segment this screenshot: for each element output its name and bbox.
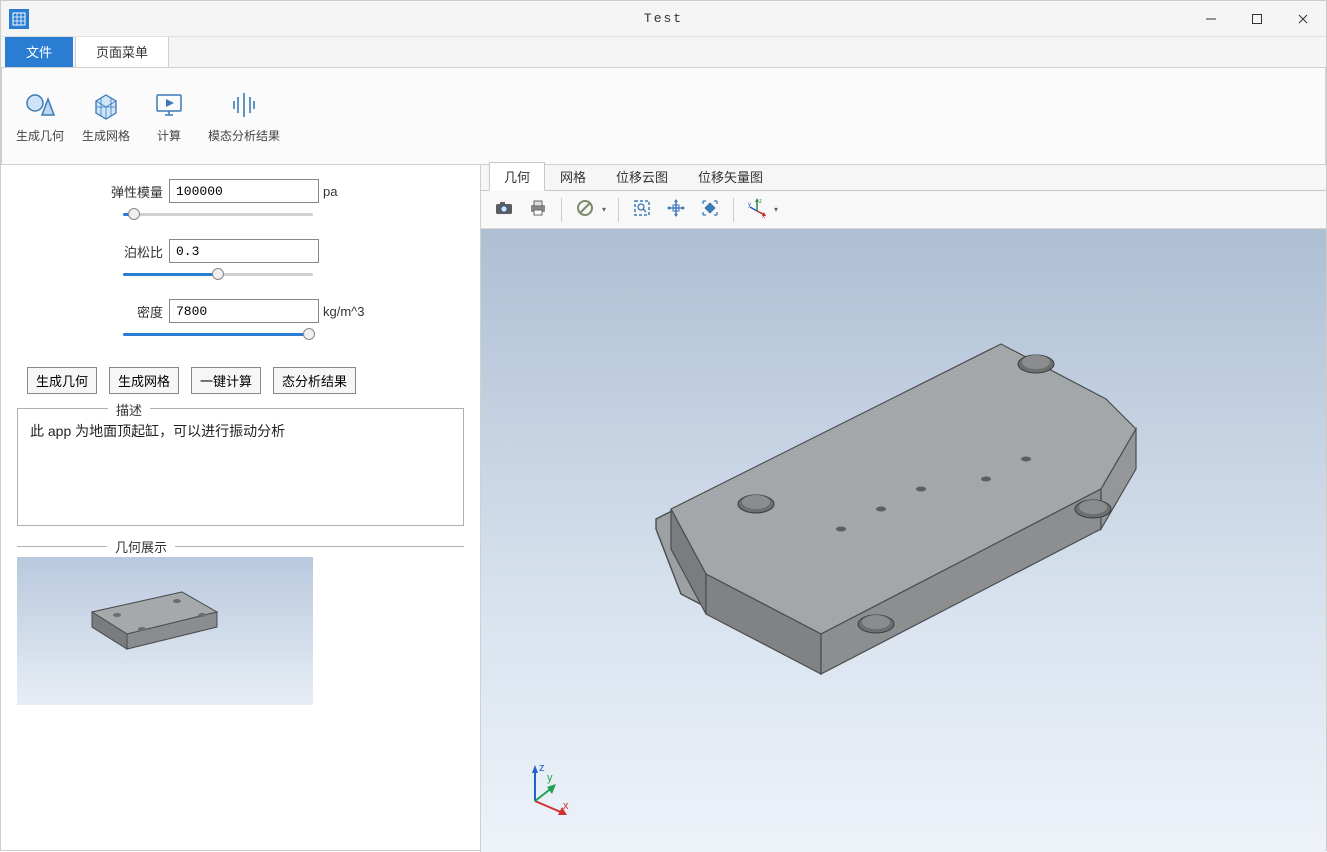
svg-text:x: x <box>762 214 765 219</box>
ribbon-generate-mesh[interactable]: 生成网格 <box>80 74 132 158</box>
geometry-preview-viewport[interactable] <box>17 557 313 705</box>
poisson-ratio-input[interactable] <box>169 239 319 263</box>
fit-view-button[interactable] <box>695 195 725 225</box>
printer-icon <box>528 198 548 221</box>
param-row-density: 密度 kg/m^3 <box>13 299 468 323</box>
dropdown-caret-icon[interactable]: ▾ <box>774 205 778 214</box>
svg-text:z: z <box>759 199 762 205</box>
print-button[interactable] <box>523 195 553 225</box>
slider-row <box>13 267 468 281</box>
menu-tab-page-menu[interactable]: 页面菜单 <box>75 35 169 67</box>
ribbon-compute[interactable]: 计算 <box>146 74 192 158</box>
dropdown-caret-icon[interactable]: ▾ <box>602 205 606 214</box>
param-unit: pa <box>323 184 337 199</box>
description-text: 此 app 为地面顶起缸，可以进行振动分析 <box>26 417 455 517</box>
fieldset-legend: 描述 <box>108 400 150 419</box>
y-axis-label: y <box>547 772 553 784</box>
fieldset-legend: 几何展示 <box>107 537 175 556</box>
menu-tabs: 文件 页面菜单 <box>1 37 1326 67</box>
zoom-box-icon <box>632 198 652 221</box>
ribbon-label: 生成几何 <box>16 127 64 144</box>
axis-orientation-button[interactable]: z x y <box>742 195 772 225</box>
no-entry-icon <box>575 198 595 221</box>
vibration-icon <box>228 89 260 121</box>
fit-screen-icon <box>700 198 720 221</box>
xyz-axis-icon: z x y <box>746 197 768 222</box>
slider-row <box>13 327 468 341</box>
sphere-cone-icon <box>24 89 56 121</box>
ribbon-group: 生成几何 生成网格 计算 模态分析结果 <box>14 74 296 158</box>
maximize-button[interactable] <box>1234 1 1280 37</box>
x-axis-label: x <box>563 800 569 812</box>
toolbar-separator <box>561 198 562 222</box>
work-area: 弹性模量 pa 泊松比 密度 kg/m^3 <box>1 165 1326 852</box>
view-tab-geometry[interactable]: 几何 <box>489 162 545 191</box>
z-axis-label: z <box>539 762 545 774</box>
param-label: 泊松比 <box>103 242 163 261</box>
pan-button[interactable] <box>661 195 691 225</box>
toolbar-separator <box>618 198 619 222</box>
zoom-window-button[interactable] <box>627 195 657 225</box>
axis-triad: z x y <box>515 759 575 822</box>
generate-geometry-button[interactable]: 生成几何 <box>27 367 97 394</box>
modal-result-button[interactable]: 态分析结果 <box>273 367 356 394</box>
elastic-modulus-slider[interactable] <box>123 207 313 221</box>
app-icon <box>9 9 29 29</box>
elastic-modulus-input[interactable] <box>169 179 319 203</box>
view-tab-displacement-vector[interactable]: 位移矢量图 <box>683 162 778 190</box>
no-entry-button[interactable] <box>570 195 600 225</box>
density-input[interactable] <box>169 299 319 323</box>
ribbon-modal-result[interactable]: 模态分析结果 <box>206 74 282 158</box>
view-toolbar: ▾ z x y ▾ <box>481 191 1326 229</box>
toolbar-separator <box>733 198 734 222</box>
parameter-panel: 弹性模量 pa 泊松比 密度 kg/m^3 <box>1 165 481 852</box>
one-key-compute-button[interactable]: 一键计算 <box>191 367 261 394</box>
ribbon-toolbar: 生成几何 生成网格 计算 模态分析结果 <box>1 67 1326 165</box>
geometry-preview-fieldset: 几何展示 <box>17 546 464 705</box>
viewer-panel: 几何 网格 位移云图 位移矢量图 ▾ z x y ▾ <box>481 165 1326 852</box>
ribbon-generate-geometry[interactable]: 生成几何 <box>14 74 66 158</box>
move-arrows-icon <box>666 198 686 221</box>
action-buttons: 生成几何 生成网格 一键计算 态分析结果 <box>13 359 468 408</box>
slider-row <box>13 207 468 221</box>
view-tabs: 几何 网格 位移云图 位移矢量图 <box>481 165 1326 191</box>
title-bar: Test <box>1 1 1326 37</box>
ribbon-label: 计算 <box>157 127 181 144</box>
generate-mesh-button[interactable]: 生成网格 <box>109 367 179 394</box>
param-row-poisson: 泊松比 <box>13 239 468 263</box>
cube-mesh-icon <box>90 89 122 121</box>
poisson-ratio-slider[interactable] <box>123 267 313 281</box>
window-title: Test <box>644 11 683 26</box>
play-monitor-icon <box>153 89 185 121</box>
svg-text:y: y <box>748 202 751 208</box>
minimize-button[interactable] <box>1188 1 1234 37</box>
camera-icon <box>494 198 514 221</box>
menu-tab-file[interactable]: 文件 <box>5 35 73 67</box>
param-label: 密度 <box>103 302 163 321</box>
ribbon-label: 生成网格 <box>82 127 130 144</box>
ribbon-label: 模态分析结果 <box>208 127 280 144</box>
view-tab-displacement-cloud[interactable]: 位移云图 <box>601 162 683 190</box>
param-row-elastic: 弹性模量 pa <box>13 179 468 203</box>
window-controls <box>1188 1 1326 37</box>
param-unit: kg/m^3 <box>323 304 365 319</box>
param-label: 弹性模量 <box>103 182 163 201</box>
snapshot-button[interactable] <box>489 195 519 225</box>
main-3d-viewport[interactable]: z x y <box>481 229 1326 852</box>
view-tab-mesh[interactable]: 网格 <box>545 162 601 190</box>
close-button[interactable] <box>1280 1 1326 37</box>
density-slider[interactable] <box>123 327 313 341</box>
description-fieldset: 描述 此 app 为地面顶起缸，可以进行振动分析 <box>17 408 464 526</box>
